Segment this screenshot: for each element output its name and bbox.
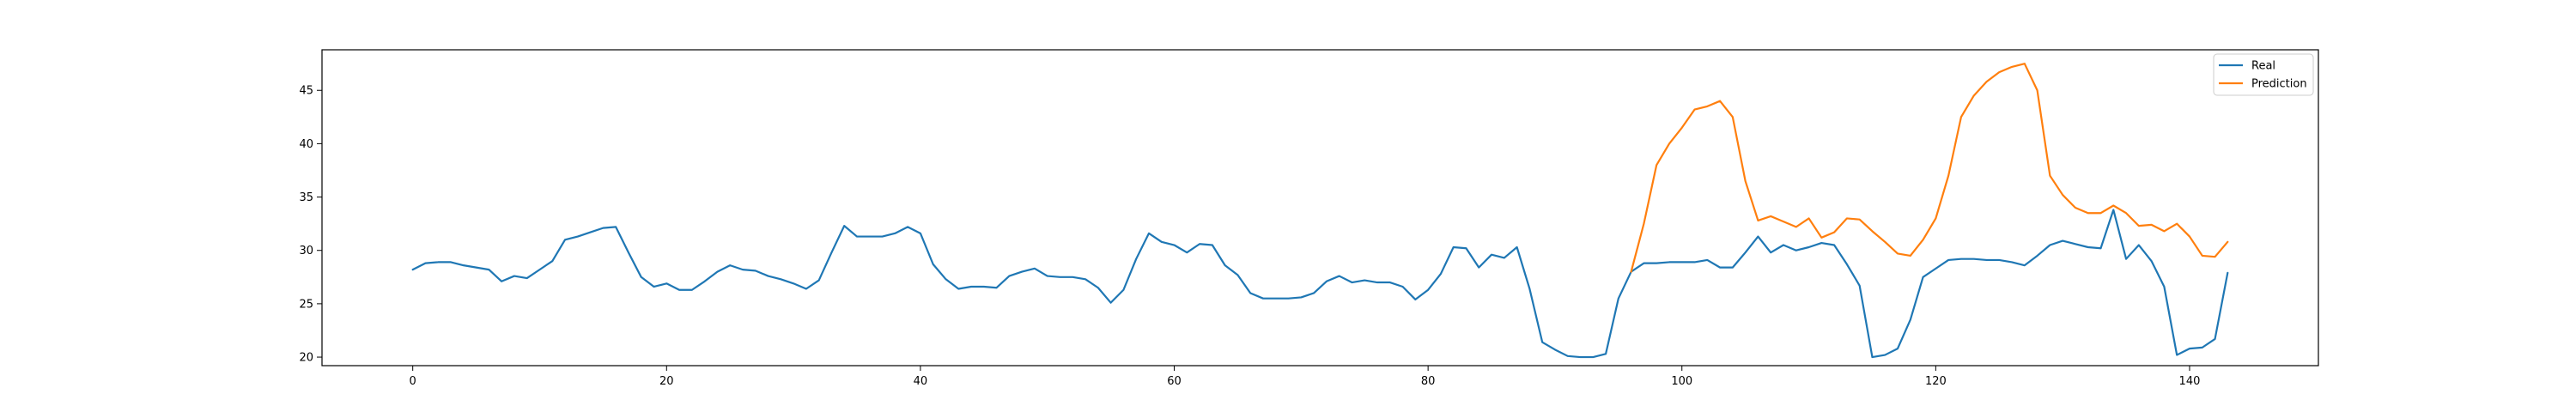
y-tick-label: 45 bbox=[299, 85, 313, 98]
x-axis: 0 20 40 60 80 100 120 140 bbox=[410, 366, 2201, 388]
legend: Real Prediction bbox=[2213, 53, 2314, 96]
y-tick-label: 40 bbox=[299, 138, 313, 151]
plot-frame bbox=[321, 49, 2319, 367]
y-tick-label: 30 bbox=[299, 245, 313, 258]
x-tick-label: 140 bbox=[2179, 375, 2201, 388]
plot-background bbox=[322, 50, 2318, 366]
series-line-real bbox=[411, 209, 2229, 359]
y-tick-label: 25 bbox=[299, 298, 313, 311]
x-tick-label: 40 bbox=[914, 375, 928, 388]
x-tick-label: 120 bbox=[1925, 375, 1947, 388]
x-tick-label: 0 bbox=[410, 375, 416, 388]
x-tick-label: 20 bbox=[659, 375, 674, 388]
legend-label-real: Real bbox=[2251, 60, 2275, 73]
series-line-prediction bbox=[1630, 63, 2229, 273]
y-tick-label: 20 bbox=[299, 352, 313, 365]
y-tick-label: 35 bbox=[299, 191, 313, 204]
x-tick-label: 60 bbox=[1167, 375, 1182, 388]
x-tick-label: 80 bbox=[1421, 375, 1436, 388]
y-axis: 20 25 30 35 40 45 bbox=[299, 85, 322, 365]
x-tick-label: 100 bbox=[1671, 375, 1692, 388]
legend-label-prediction: Prediction bbox=[2251, 78, 2307, 91]
series-layer bbox=[411, 63, 2229, 359]
